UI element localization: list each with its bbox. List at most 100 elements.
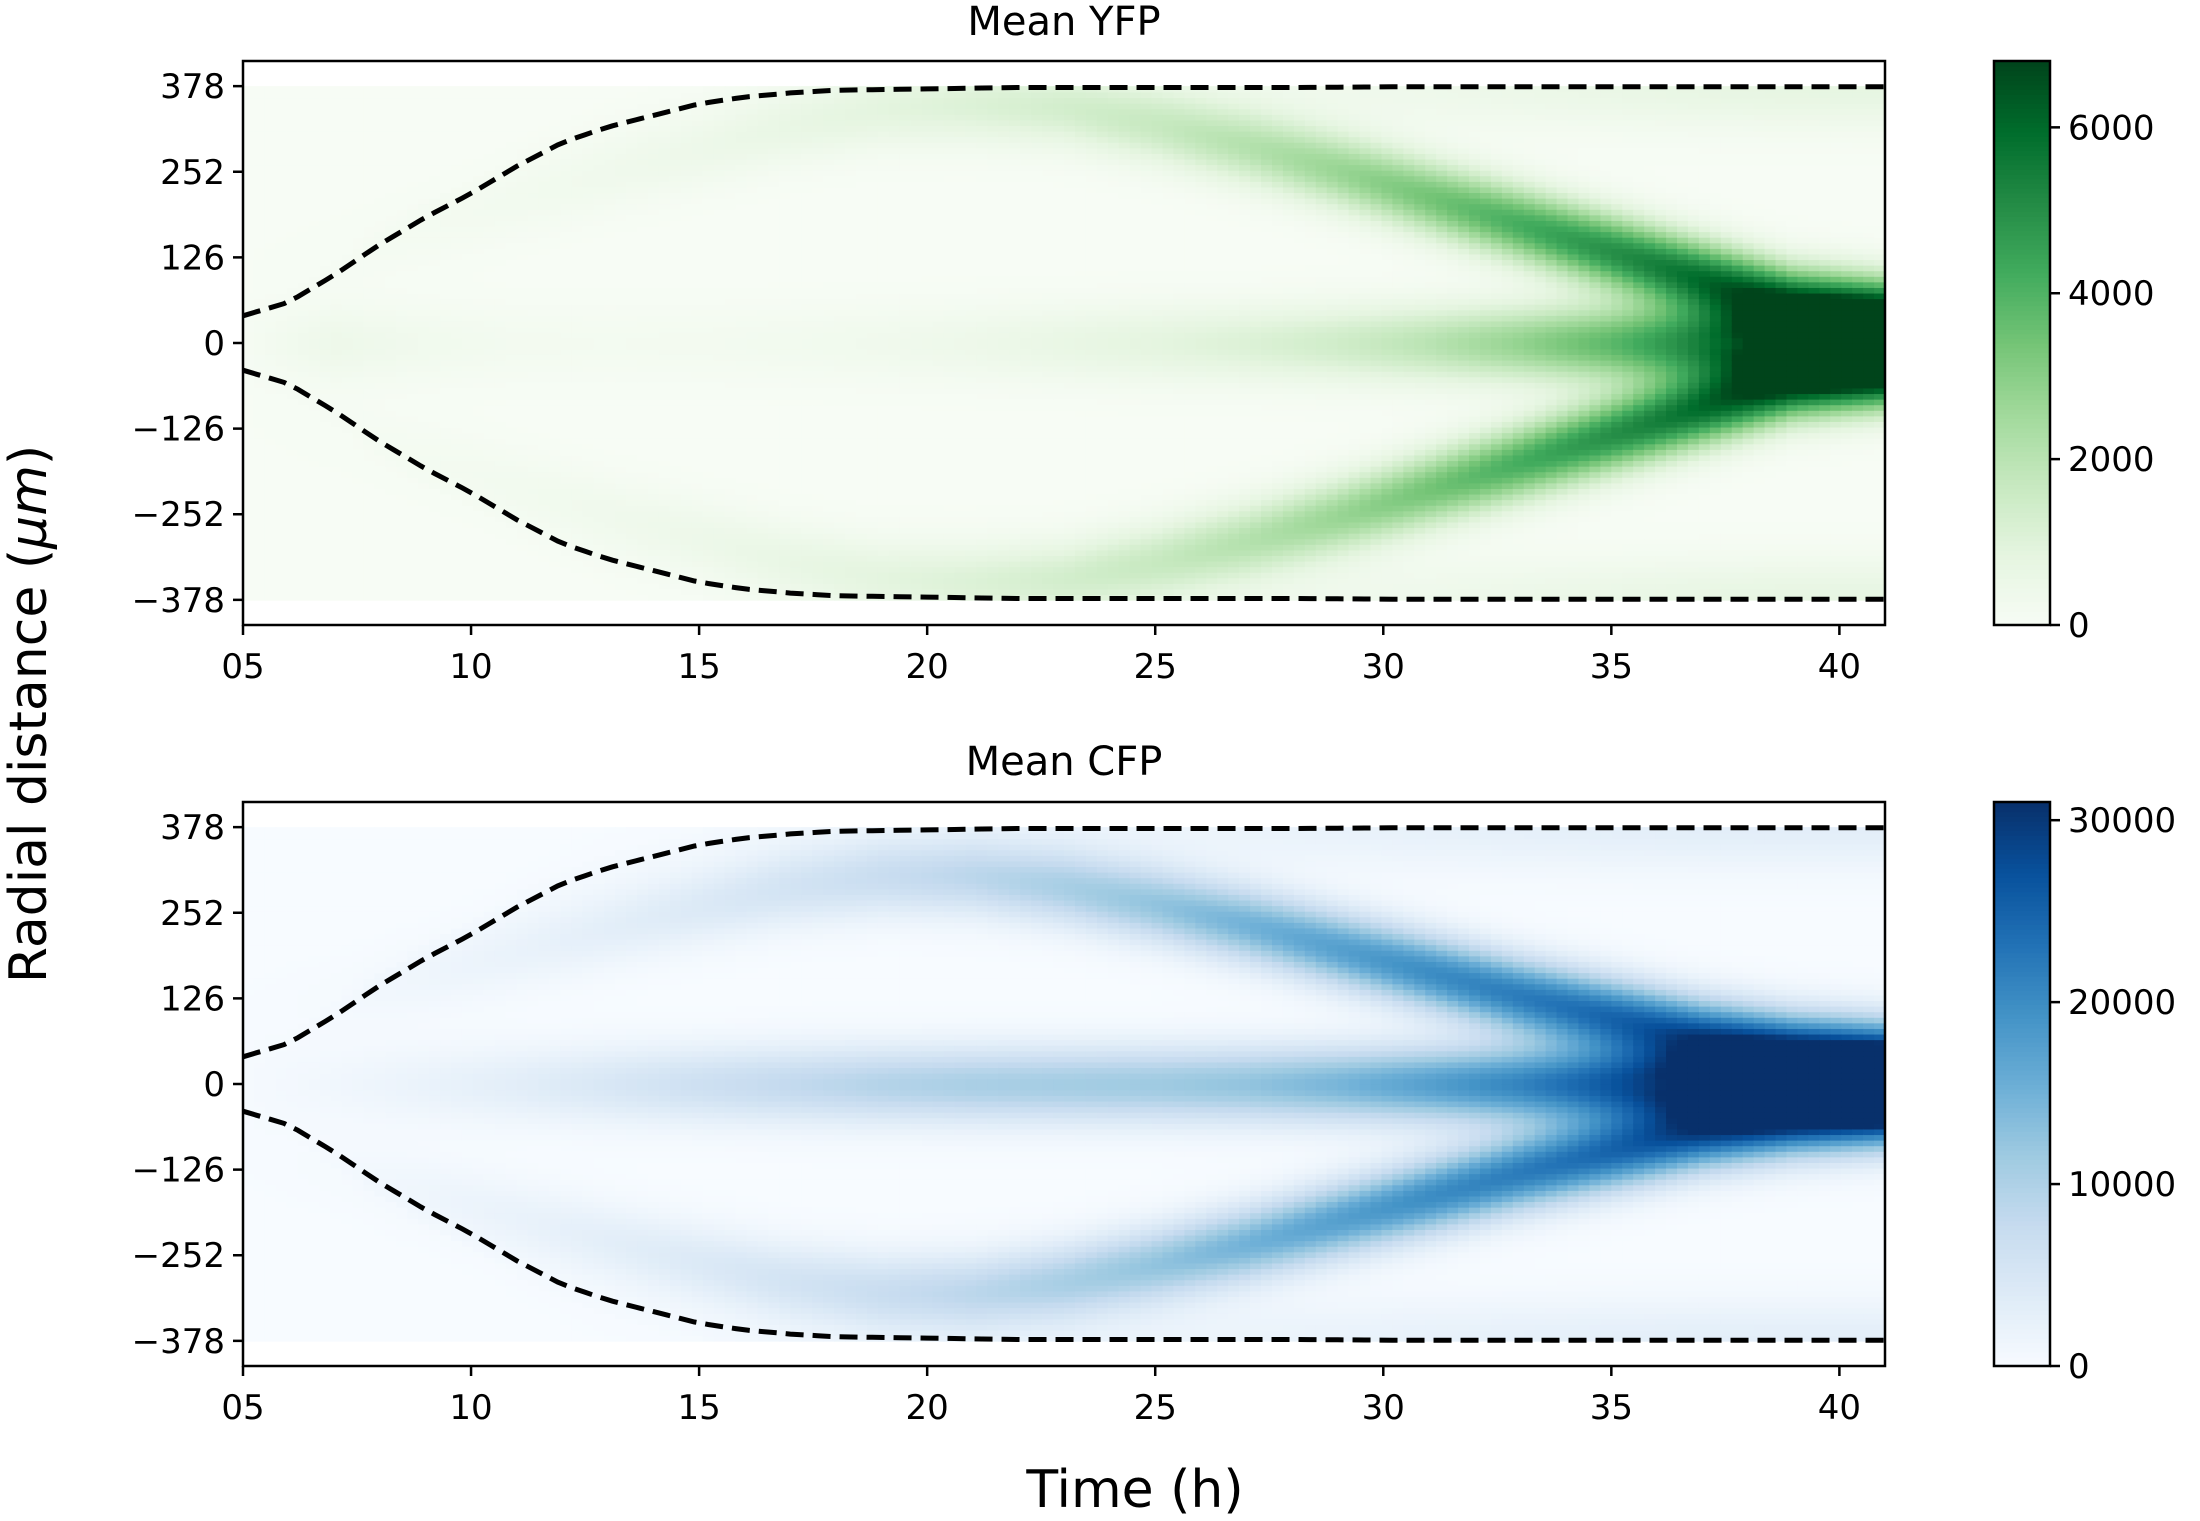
heatmap-cell: [385, 181, 398, 188]
heatmap-cell: [374, 437, 387, 445]
heatmap-cell: [768, 443, 781, 450]
heatmap-cell: [648, 499, 660, 506]
heatmap-cell: [286, 510, 299, 517]
heatmap-cell: [275, 331, 288, 339]
heatmap-cell: [648, 370, 660, 378]
heatmap-cell: [472, 477, 485, 484]
heatmap-cell: [527, 348, 540, 355]
heatmap-cell: [658, 477, 671, 484]
heatmap-cell: [801, 488, 814, 495]
heatmap-cell: [330, 97, 343, 104]
heatmap-cell: [330, 248, 343, 255]
heatmap-cell: [308, 225, 321, 233]
heatmap-cell: [593, 410, 606, 417]
heatmap-cell: [297, 164, 310, 171]
heatmap-cell: [713, 348, 726, 355]
heatmap-cell: [374, 192, 387, 199]
heatmap-cell: [253, 577, 266, 584]
heatmap-cell: [253, 538, 266, 545]
heatmap-cell: [516, 203, 529, 210]
heatmap-cell: [702, 186, 715, 194]
heatmap-cell: [604, 499, 616, 506]
heatmap-cell: [615, 169, 627, 177]
heatmap-cell: [472, 465, 485, 473]
heatmap-cell: [253, 220, 266, 227]
heatmap-cell: [396, 136, 408, 143]
heatmap-cell: [418, 415, 430, 422]
heatmap-cell: [626, 555, 638, 562]
heatmap-cell: [352, 248, 365, 255]
heatmap-cell: [527, 192, 540, 199]
heatmap-cell: [669, 404, 682, 411]
heatmap-cell: [407, 516, 419, 523]
heatmap-cell: [494, 415, 507, 422]
heatmap-cell: [450, 544, 463, 551]
heatmap-cell: [593, 421, 606, 428]
heatmap-cell: [396, 203, 408, 210]
heatmap-cell: [286, 387, 299, 395]
heatmap-cell: [571, 320, 584, 328]
heatmap-cell: [527, 415, 540, 422]
heatmap-cell: [374, 242, 387, 249]
heatmap-cell: [527, 253, 540, 261]
heatmap-cell: [713, 437, 726, 445]
heatmap-cell: [385, 544, 398, 551]
heatmap-cell: [801, 147, 814, 154]
heatmap-cell: [538, 465, 551, 473]
heatmap-cell: [264, 309, 277, 316]
heatmap-cell: [549, 242, 562, 249]
heatmap-cell: [253, 393, 266, 400]
heatmap-cell: [724, 454, 737, 462]
heatmap-cell: [790, 583, 803, 590]
heatmap-cell: [713, 538, 726, 545]
heatmap-cell: [735, 197, 748, 205]
heatmap-cell: [483, 343, 496, 350]
heatmap-cell: [790, 454, 803, 462]
heatmap-cell: [330, 220, 343, 227]
heatmap-cell: [571, 130, 584, 138]
heatmap-cell: [768, 348, 781, 355]
heatmap-cell: [297, 382, 310, 389]
heatmap-cell: [418, 393, 430, 400]
heatmap-cell: [538, 303, 551, 311]
heatmap-column: [297, 86, 310, 601]
heatmap-cell: [626, 136, 638, 143]
heatmap-cell: [669, 231, 682, 238]
heatmap-cell: [735, 231, 748, 238]
heatmap-cell: [801, 454, 814, 462]
heatmap-cell: [341, 158, 354, 166]
heatmap-cell: [319, 443, 332, 450]
heatmap-cell: [440, 91, 452, 99]
heatmap-cell: [385, 281, 398, 288]
heatmap-cell: [527, 376, 540, 383]
heatmap-cell: [505, 421, 518, 428]
heatmap-cell: [352, 208, 365, 216]
heatmap-cell: [658, 527, 671, 534]
heatmap-cell: [713, 404, 726, 411]
heatmap-cell: [341, 337, 354, 344]
heatmap-cell: [626, 454, 638, 462]
heatmap-cell: [626, 141, 638, 149]
heatmap-cell: [680, 97, 693, 104]
heatmap-cell: [374, 499, 387, 506]
heatmap-cell: [823, 504, 835, 512]
heatmap-cell: [560, 248, 573, 255]
heatmap-cell: [472, 544, 485, 551]
heatmap-cell: [823, 538, 835, 545]
heatmap-cell: [790, 186, 803, 194]
heatmap-cell: [757, 471, 770, 478]
heatmap-cell: [538, 393, 551, 400]
heatmap-cell: [407, 203, 419, 210]
heatmap-cell: [352, 393, 365, 400]
heatmap-cell: [330, 275, 343, 283]
heatmap-cell: [582, 220, 595, 227]
heatmap-cell: [669, 236, 682, 244]
heatmap-cell: [549, 521, 562, 529]
heatmap-cell: [702, 393, 715, 400]
heatmap-cell: [297, 471, 310, 478]
heatmap-cell: [483, 432, 496, 439]
heatmap-cell: [461, 292, 474, 300]
heatmap-column: [746, 86, 759, 601]
heatmap-cell: [516, 153, 529, 160]
heatmap-cell: [341, 231, 354, 238]
